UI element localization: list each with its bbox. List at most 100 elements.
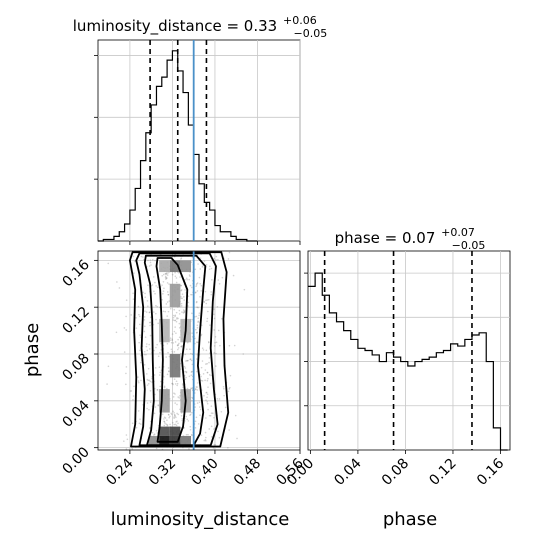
scatter-point [165, 278, 167, 280]
scatter-point [147, 259, 149, 262]
scatter-point [126, 438, 129, 441]
scatter-point [153, 434, 155, 436]
scatter-point [201, 266, 204, 268]
scatter-point [132, 398, 134, 401]
scatter-point [146, 402, 149, 404]
scatter-point [205, 399, 207, 402]
scatter-point [174, 341, 177, 343]
scatter-point [234, 414, 237, 417]
scatter-point [139, 349, 141, 352]
scatter-point [176, 382, 179, 385]
scatter-point [216, 305, 219, 308]
phase-histogram-panel: phase = 0.07 +0.07 −0.05 [304, 226, 511, 451]
scatter-point [165, 277, 168, 279]
scatter-point [155, 346, 157, 349]
scatter-point [227, 446, 229, 449]
scatter-point [180, 305, 183, 307]
scatter-point [207, 299, 210, 301]
scatter-point [148, 265, 151, 267]
scatter-point [189, 413, 192, 416]
title-sub: −0.05 [452, 239, 486, 252]
scatter-point [149, 324, 151, 327]
scatter-point [176, 344, 179, 347]
scatter-point [178, 336, 181, 339]
scatter-point [204, 438, 207, 441]
scatter-point [213, 257, 216, 260]
scatter-point [200, 333, 203, 336]
scatter-point [178, 313, 181, 315]
scatter-point [188, 375, 191, 378]
scatter-point [145, 373, 148, 375]
scatter-point [228, 251, 231, 254]
scatter-point [175, 332, 177, 334]
scatter-point [172, 342, 175, 344]
scatter-point [155, 312, 157, 315]
scatter-point [138, 323, 141, 326]
scatter-point [183, 365, 186, 368]
histogram-step-line [98, 50, 258, 242]
scatter-point [206, 299, 209, 301]
scatter-point [163, 418, 165, 420]
scatter-point [148, 379, 151, 382]
scatter-point [202, 349, 205, 351]
scatter-point [134, 260, 136, 263]
scatter-point [181, 311, 183, 313]
scatter-point [171, 350, 173, 353]
scatter-point [165, 273, 167, 275]
scatter-point [181, 383, 184, 385]
scatter-point [194, 291, 197, 294]
scatter-point [220, 317, 223, 320]
scatter-point [178, 397, 181, 399]
scatter-point [163, 421, 166, 423]
scatter-point [177, 413, 180, 416]
scatter-point [188, 274, 191, 276]
scatter-point [159, 351, 161, 354]
scatter-point [130, 390, 133, 392]
x-tick-label: 0.00 [284, 456, 317, 489]
scatter-point [184, 289, 186, 291]
density-block [180, 260, 192, 273]
scatter-point [169, 339, 172, 341]
scatter-point [204, 431, 207, 434]
scatter-point [171, 352, 174, 354]
density-block [159, 389, 170, 413]
scatter-point [147, 379, 150, 382]
scatter-point [165, 272, 168, 274]
title-sup: +0.06 [283, 14, 317, 27]
x-tick-label: 0.24 [103, 455, 136, 488]
scatter-point [183, 310, 186, 312]
scatter-point [185, 376, 187, 379]
scatter-point [147, 382, 150, 385]
scatter-point [139, 361, 142, 364]
scatter-point [184, 370, 187, 373]
scatter-point [184, 353, 187, 356]
scatter-point [177, 317, 179, 320]
scatter-point [143, 330, 146, 333]
scatter-point [180, 297, 182, 299]
scatter-point [180, 302, 183, 305]
scatter-point [191, 387, 193, 390]
scatter-point [181, 417, 184, 420]
scatter-point [167, 413, 170, 416]
scatter-point [195, 341, 198, 344]
scatter-point [198, 314, 200, 317]
scatter-point [178, 322, 181, 325]
scatter-point [125, 315, 127, 318]
density-block [169, 354, 181, 378]
scatter-point [148, 311, 151, 314]
y-ticks [94, 55, 301, 245]
scatter-point [196, 386, 198, 388]
scatter-point [173, 392, 175, 395]
scatter-point [210, 291, 212, 293]
scatter-point [151, 258, 154, 261]
scatter-point [184, 278, 186, 281]
scatter-point [179, 352, 182, 355]
scatter-point [158, 374, 161, 376]
scatter-point [191, 411, 193, 414]
scatter-point [200, 379, 203, 382]
scatter-point [197, 382, 199, 384]
scatter-point [174, 393, 176, 395]
scatter-point [153, 374, 156, 376]
scatter-point [180, 289, 182, 292]
scatter-point [206, 402, 209, 405]
